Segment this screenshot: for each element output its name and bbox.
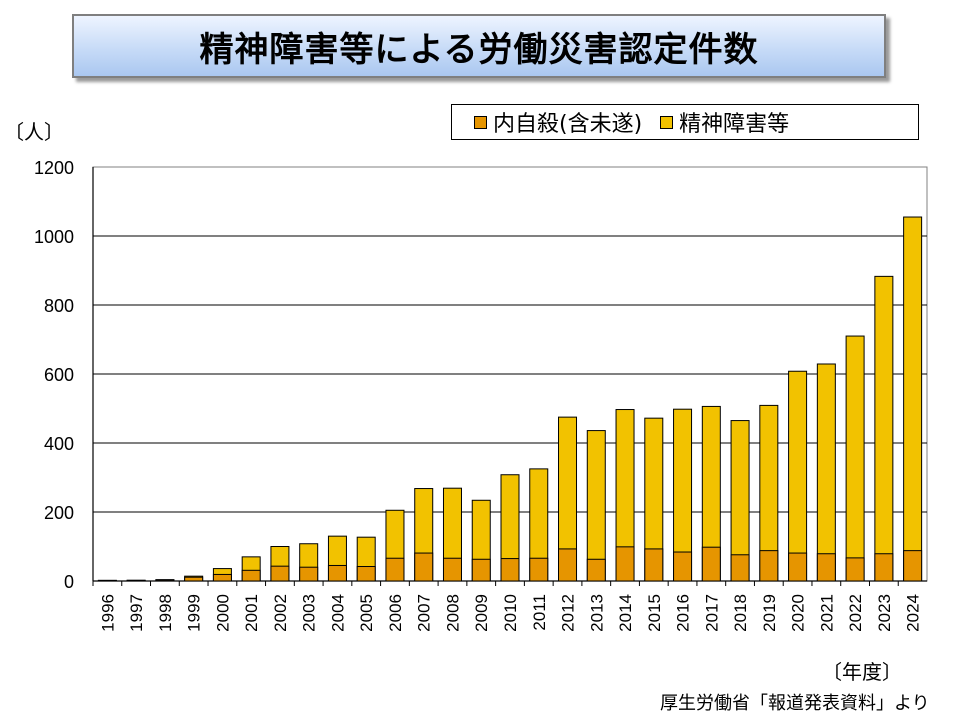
bar-suicide	[874, 553, 894, 582]
bar-suicide	[845, 557, 865, 582]
source-note: 厚生労働省「報道発表資料」より	[660, 693, 930, 714]
legend-swatch-suicide	[474, 115, 487, 129]
y-tick-label: 200	[44, 503, 74, 523]
x-tick-label: 2008	[443, 594, 462, 632]
bar-suicide	[414, 552, 434, 582]
bar-suicide	[816, 553, 836, 582]
y-tick-label: 0	[64, 572, 74, 592]
bar-suicide	[759, 550, 779, 582]
title-box: 精神障害等による労働災害認定件数	[72, 14, 886, 78]
x-tick-label: 2000	[213, 594, 232, 632]
bar-suicide	[299, 566, 319, 582]
legend-item-suicide: 内自殺(含未遂)	[474, 106, 642, 138]
x-tick-label: 2011	[530, 594, 549, 631]
bar-suicide	[327, 564, 347, 582]
bar-suicide	[730, 554, 750, 582]
y-tick-label: 1200	[34, 158, 74, 178]
x-tick-label: 2004	[328, 594, 347, 632]
y-tick-label: 400	[44, 434, 74, 454]
bar-mental	[586, 430, 606, 582]
legend: 内自殺(含未遂) 精神障害等	[451, 104, 919, 140]
x-tick-label: 1998	[156, 594, 175, 632]
x-tick-label: 2024	[904, 594, 923, 632]
bar-suicide	[385, 557, 405, 582]
y-tick-label: 800	[44, 296, 74, 316]
x-tick-label: 2005	[357, 594, 376, 632]
x-tick-label: 1996	[98, 594, 117, 632]
bar-suicide	[126, 579, 146, 582]
bar-suicide	[701, 546, 721, 582]
legend-label-suicide: 内自殺(含未遂)	[493, 112, 643, 137]
x-tick-label: 2007	[415, 594, 434, 632]
x-tick-label: 2020	[789, 594, 808, 632]
legend-label-mental: 精神障害等	[679, 112, 790, 137]
x-tick-label: 2013	[587, 594, 606, 632]
x-tick-label: 2016	[674, 594, 693, 632]
bar-suicide	[155, 579, 175, 582]
x-tick-label: 2015	[645, 594, 664, 632]
bar-suicide	[644, 548, 664, 582]
bar-suicide	[500, 558, 520, 582]
x-tick-label: 2001	[242, 594, 261, 632]
chart-title: 精神障害等による労働災害認定件数	[199, 29, 759, 70]
x-tick-label: 2021	[817, 594, 836, 632]
x-tick-label: 2009	[472, 594, 491, 632]
bar-mental	[816, 363, 836, 582]
legend-swatch-mental	[660, 115, 674, 129]
bar-suicide	[788, 552, 808, 582]
x-tick-label: 2018	[731, 594, 750, 632]
bar-mental	[903, 216, 923, 582]
bar-suicide	[673, 551, 693, 582]
bar-mental	[845, 335, 865, 582]
x-tick-label: 2017	[702, 594, 721, 632]
bar-mental	[874, 275, 894, 582]
x-tick-label: 2003	[300, 594, 319, 632]
x-tick-label: 2010	[501, 594, 520, 632]
bar-suicide	[270, 565, 290, 582]
bar-suicide	[241, 569, 261, 582]
x-tick-label: 2022	[846, 594, 865, 632]
x-tick-label: 1997	[127, 594, 146, 632]
bar-suicide	[586, 558, 606, 582]
bar-suicide	[471, 558, 491, 582]
x-tick-label: 2006	[386, 594, 405, 632]
x-tick-label: 2002	[271, 594, 290, 632]
y-axis-unit: 〔人〕	[4, 120, 64, 144]
x-tick-label: 2014	[616, 594, 635, 632]
x-axis-unit: 〔年度〕	[822, 660, 902, 684]
bar-suicide	[184, 576, 204, 582]
bar-mental	[788, 370, 808, 582]
x-tick-label: 1999	[185, 594, 204, 632]
bar-suicide	[615, 546, 635, 582]
x-tick-label: 2012	[559, 594, 578, 632]
legend-item-mental: 精神障害等	[660, 106, 789, 138]
bar-suicide	[529, 557, 549, 582]
bar-suicide	[442, 557, 462, 582]
y-tick-label: 1000	[34, 227, 74, 247]
bar-suicide	[212, 573, 232, 582]
bar-suicide	[558, 548, 578, 582]
y-tick-label: 600	[44, 365, 74, 385]
x-tick-label: 2019	[760, 594, 779, 632]
bar-suicide	[356, 566, 376, 582]
bar-suicide	[903, 550, 923, 582]
x-tick-label: 2023	[875, 594, 894, 632]
